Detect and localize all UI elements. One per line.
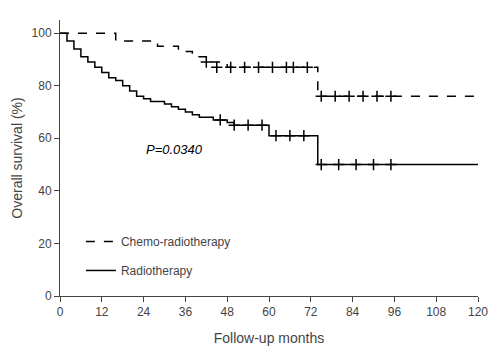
svg-text:20: 20 — [38, 237, 52, 251]
svg-text:0: 0 — [57, 305, 64, 319]
svg-text:120: 120 — [468, 305, 488, 319]
svg-text:72: 72 — [304, 305, 318, 319]
svg-text:Follow-up months: Follow-up months — [214, 330, 325, 346]
svg-text:Overall survival (%): Overall survival (%) — [9, 97, 25, 218]
svg-text:96: 96 — [388, 305, 402, 319]
svg-text:80: 80 — [38, 79, 52, 93]
svg-text:24: 24 — [137, 305, 151, 319]
svg-text:0: 0 — [45, 289, 52, 303]
svg-text:Chemo-radiotherapy: Chemo-radiotherapy — [121, 235, 230, 249]
svg-text:60: 60 — [38, 131, 52, 145]
svg-text:40: 40 — [38, 184, 52, 198]
svg-text:100: 100 — [32, 26, 52, 40]
svg-text:60: 60 — [262, 305, 276, 319]
svg-text:12: 12 — [95, 305, 109, 319]
svg-text:36: 36 — [179, 305, 193, 319]
svg-text:108: 108 — [426, 305, 446, 319]
svg-text:Radiotherapy: Radiotherapy — [121, 264, 192, 278]
svg-text:48: 48 — [221, 305, 235, 319]
svg-text:P=0.0340: P=0.0340 — [146, 142, 203, 157]
svg-text:84: 84 — [346, 305, 360, 319]
